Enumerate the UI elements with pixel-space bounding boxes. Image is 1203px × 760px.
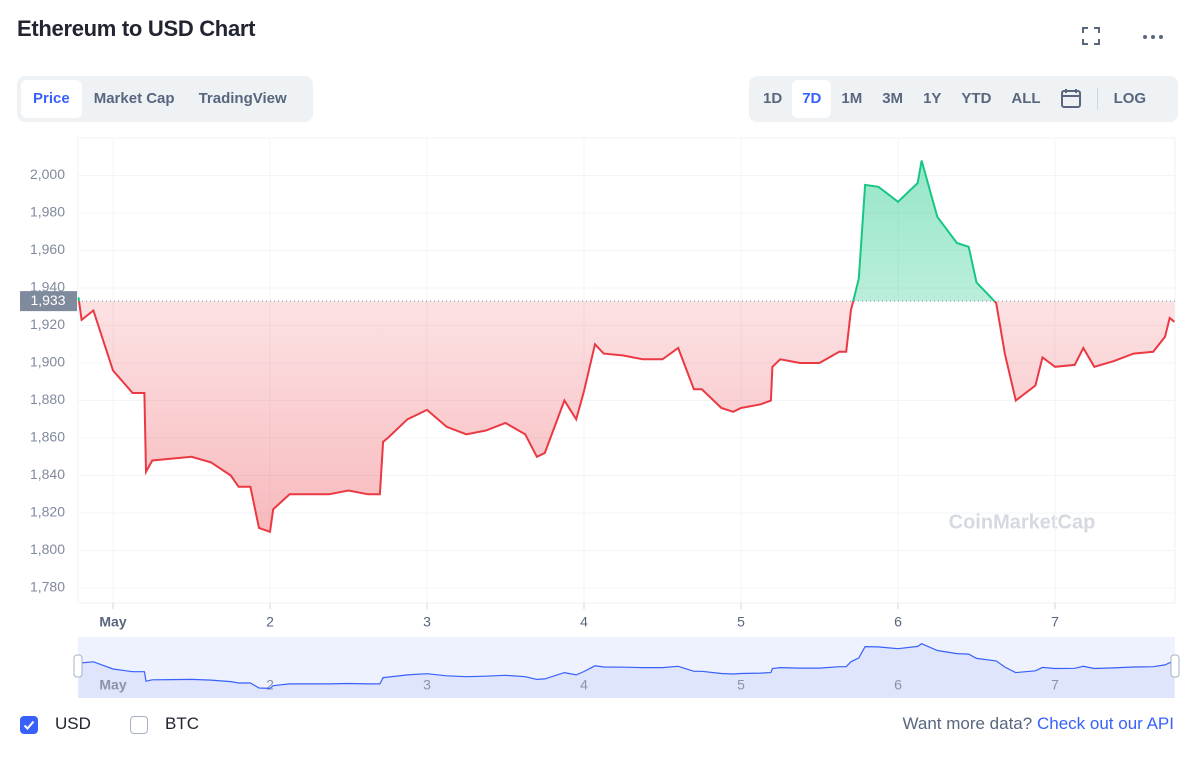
log-button[interactable]: LOG bbox=[1113, 90, 1147, 107]
y-tick-label: 2,000 bbox=[30, 166, 65, 182]
chart: CoinMarketCap 1,780 1,800 1,820 1,840 1,860 1… bbox=[20, 137, 1180, 698]
api-link[interactable]: Check out our API bbox=[1036, 714, 1174, 733]
separator bbox=[1096, 88, 1098, 110]
fullscreen-icon[interactable] bbox=[1080, 25, 1102, 47]
y-tick-label: 1,900 bbox=[30, 354, 65, 370]
range-button[interactable]: 1Y bbox=[923, 90, 942, 107]
more-data: Want more data? Check out our API bbox=[902, 714, 1174, 734]
x-tick-label: 5 bbox=[737, 614, 745, 630]
more-icon[interactable] bbox=[1140, 27, 1166, 45]
navigator-tick-label: 4 bbox=[580, 677, 588, 693]
navigator-handle[interactable] bbox=[1170, 654, 1180, 678]
navigator-line bbox=[78, 643, 1175, 690]
x-tick-label: May bbox=[99, 614, 126, 630]
range-group: 1D 7D 1M 3M 1Y YTD ALL LOG bbox=[749, 76, 1178, 122]
calendar-icon[interactable] bbox=[1051, 88, 1091, 110]
usd-checkbox[interactable] bbox=[20, 716, 38, 734]
area-down bbox=[78, 301, 1175, 532]
usd-label: USD bbox=[55, 714, 91, 733]
y-tick-label: 1,780 bbox=[30, 579, 65, 595]
range-button[interactable]: YTD bbox=[961, 90, 992, 107]
navigator-area bbox=[78, 643, 1175, 698]
y-tick-label: 1,860 bbox=[30, 429, 65, 445]
range-button[interactable]: 1D bbox=[763, 90, 783, 107]
tab-group: Price Market Cap TradingView bbox=[17, 76, 313, 122]
y-tick-label: 1,960 bbox=[30, 241, 65, 257]
watermark: CoinMarketCap bbox=[949, 511, 1096, 533]
navigator-tick-label: 6 bbox=[894, 677, 902, 693]
check-icon bbox=[23, 720, 35, 730]
y-tick-label: 1,800 bbox=[30, 541, 65, 557]
x-tick-label: 7 bbox=[1051, 614, 1059, 630]
x-tick-label: 6 bbox=[894, 614, 902, 630]
x-tick-label: 4 bbox=[580, 614, 588, 630]
y-tick-label: 1,820 bbox=[30, 504, 65, 520]
btc-checkbox[interactable] bbox=[130, 716, 148, 734]
x-tick-label: 3 bbox=[423, 614, 431, 630]
tab[interactable]: TradingView bbox=[198, 90, 287, 107]
area-up bbox=[78, 160, 1175, 302]
btc-label: BTC bbox=[165, 714, 199, 733]
navigator-handle[interactable] bbox=[73, 654, 83, 678]
y-tick-label: 1,940 bbox=[30, 279, 65, 295]
plot-border bbox=[77, 137, 1176, 604]
navigator-tick-label: 7 bbox=[1051, 677, 1059, 693]
x-tick-label: 2 bbox=[266, 614, 274, 630]
more-data-text: Want more data? bbox=[902, 714, 1033, 733]
reference-label: 1,933 bbox=[30, 292, 65, 308]
range-button[interactable]: 7D bbox=[792, 80, 832, 118]
y-tick-label: 1,920 bbox=[30, 316, 65, 332]
tab[interactable]: Price bbox=[21, 80, 82, 118]
y-tick-label: 1,980 bbox=[30, 204, 65, 220]
price-line-down bbox=[78, 301, 1176, 534]
range-button[interactable]: ALL bbox=[1011, 90, 1041, 107]
reference-badge bbox=[20, 291, 77, 312]
tab[interactable]: Market Cap bbox=[93, 90, 175, 107]
navigator-tick-label: 3 bbox=[423, 677, 431, 693]
navigator-tick-label: 2 bbox=[266, 677, 274, 693]
y-tick-label: 1,840 bbox=[30, 466, 65, 482]
title: Ethereum to USD Chart bbox=[17, 16, 256, 41]
range-button[interactable]: 1M bbox=[841, 90, 863, 107]
navigator-tick-label: 5 bbox=[737, 677, 745, 693]
range-button[interactable]: 3M bbox=[882, 90, 904, 107]
navigator-tick-label: May bbox=[99, 677, 126, 693]
y-tick-label: 1,880 bbox=[30, 391, 65, 407]
